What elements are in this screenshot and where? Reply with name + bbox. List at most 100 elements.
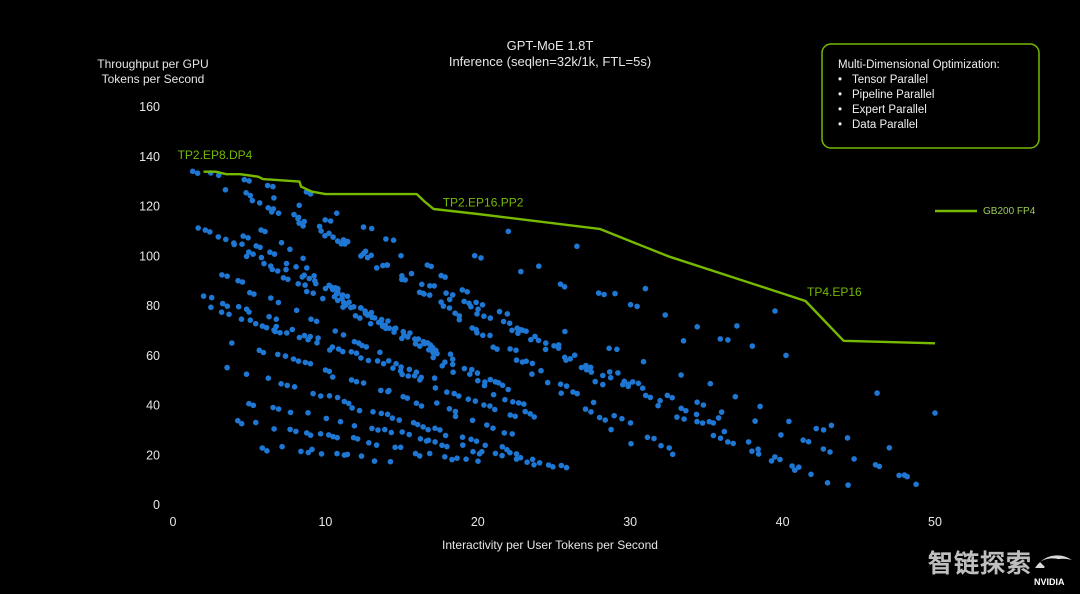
scatter-series: [189, 168, 938, 488]
scatter-point: [555, 345, 562, 351]
scatter-point: [419, 281, 425, 288]
scatter-point: [340, 332, 347, 338]
scatter-point: [718, 409, 725, 415]
scatter-point: [424, 340, 431, 346]
scatter-point: [224, 303, 231, 310]
scatter-point: [515, 400, 522, 406]
scatter-point: [400, 328, 407, 335]
scatter-point: [544, 379, 551, 386]
info-box-bullet-4: •: [838, 119, 842, 131]
scatter-point: [325, 432, 332, 438]
scatter-point: [710, 420, 717, 426]
scatter-point: [390, 237, 397, 243]
scatter-point: [335, 346, 342, 352]
scatter-point: [259, 323, 266, 329]
scatter-point: [608, 426, 614, 433]
y-tick-label: 0: [153, 498, 160, 512]
scatter-point: [371, 315, 378, 321]
scatter-point: [289, 326, 296, 333]
scatter-point: [844, 435, 851, 441]
scatter-point: [614, 346, 620, 353]
y-tick-label: 80: [146, 299, 160, 313]
scatter-point: [270, 404, 276, 411]
scatter-point: [644, 434, 651, 441]
scatter-point: [202, 227, 209, 233]
scatter-point: [499, 382, 506, 389]
annotations: TP2.EP8.DP4 TP2.EP16.PP2 TP4.EP16: [178, 148, 862, 299]
scatter-point: [468, 303, 474, 310]
scatter-point: [432, 439, 438, 445]
scatter-point: [382, 426, 388, 433]
scatter-point: [468, 436, 474, 443]
scatter-point: [189, 168, 196, 175]
scatter-point: [578, 364, 585, 371]
scatter-point: [275, 299, 282, 306]
info-box-bullet-3: •: [838, 104, 842, 116]
scatter-point: [473, 438, 480, 445]
scatter-point: [317, 393, 324, 399]
scatter-point: [513, 347, 519, 354]
scatter-point: [357, 315, 363, 321]
scatter-point: [792, 467, 798, 474]
scatter-point: [412, 450, 419, 457]
scatter-point: [296, 220, 302, 226]
scatter-point: [647, 394, 654, 401]
info-box-bullet-1: •: [838, 74, 842, 86]
scatter-point: [385, 318, 391, 324]
scatter-point: [606, 369, 613, 375]
y-tick-label: 160: [139, 100, 160, 114]
scatter-point: [318, 451, 325, 457]
scatter-point: [521, 401, 527, 407]
scatter-point: [574, 243, 580, 250]
scatter-point: [224, 364, 230, 371]
scatter-point: [474, 311, 480, 317]
scatter-point: [563, 383, 570, 389]
scatter-point: [310, 290, 317, 297]
scatter-point: [749, 343, 756, 349]
scatter-point: [932, 410, 938, 416]
scatter-point: [678, 405, 684, 412]
scatter-point: [717, 336, 724, 342]
scatter-point: [271, 251, 278, 257]
scatter-point: [383, 236, 389, 242]
scatter-point: [359, 342, 365, 349]
scatter-point: [664, 392, 671, 399]
scatter-point: [384, 262, 391, 268]
scatter-point: [270, 183, 276, 190]
scatter-point: [326, 282, 332, 289]
scatter-point: [490, 425, 496, 432]
scatter-point: [358, 453, 365, 459]
scatter-point: [218, 309, 225, 316]
scatter-point: [886, 445, 893, 451]
scatter-point: [256, 347, 263, 354]
scatter-point: [344, 238, 351, 245]
scatter-point: [449, 292, 456, 298]
scatter-point: [368, 252, 375, 259]
scatter-point: [590, 399, 597, 406]
scatter-point: [270, 206, 277, 212]
scatter-point: [387, 458, 394, 465]
scatter-point: [295, 358, 302, 364]
scatter-point: [428, 263, 435, 270]
scatter-point: [527, 411, 533, 417]
scatter-point: [562, 328, 568, 335]
scatter-point: [588, 409, 594, 415]
scatter-point: [353, 350, 360, 357]
scatter-point: [396, 417, 403, 423]
scatter-point: [295, 214, 302, 221]
scatter-point: [275, 210, 282, 216]
scatter-point: [707, 380, 714, 387]
scatter-point: [531, 414, 537, 420]
scatter-point: [602, 417, 608, 423]
scatter-point: [329, 374, 336, 380]
scatter-point: [256, 200, 263, 206]
scatter-point: [479, 302, 486, 308]
scatter-point: [356, 407, 363, 414]
scatter-point: [789, 463, 795, 469]
scatter-point: [710, 432, 717, 439]
scatter-point: [459, 434, 466, 441]
scatter-point: [745, 439, 752, 445]
scatter-point: [406, 431, 413, 438]
scatter-point: [601, 291, 607, 298]
scatter-point: [246, 400, 252, 407]
